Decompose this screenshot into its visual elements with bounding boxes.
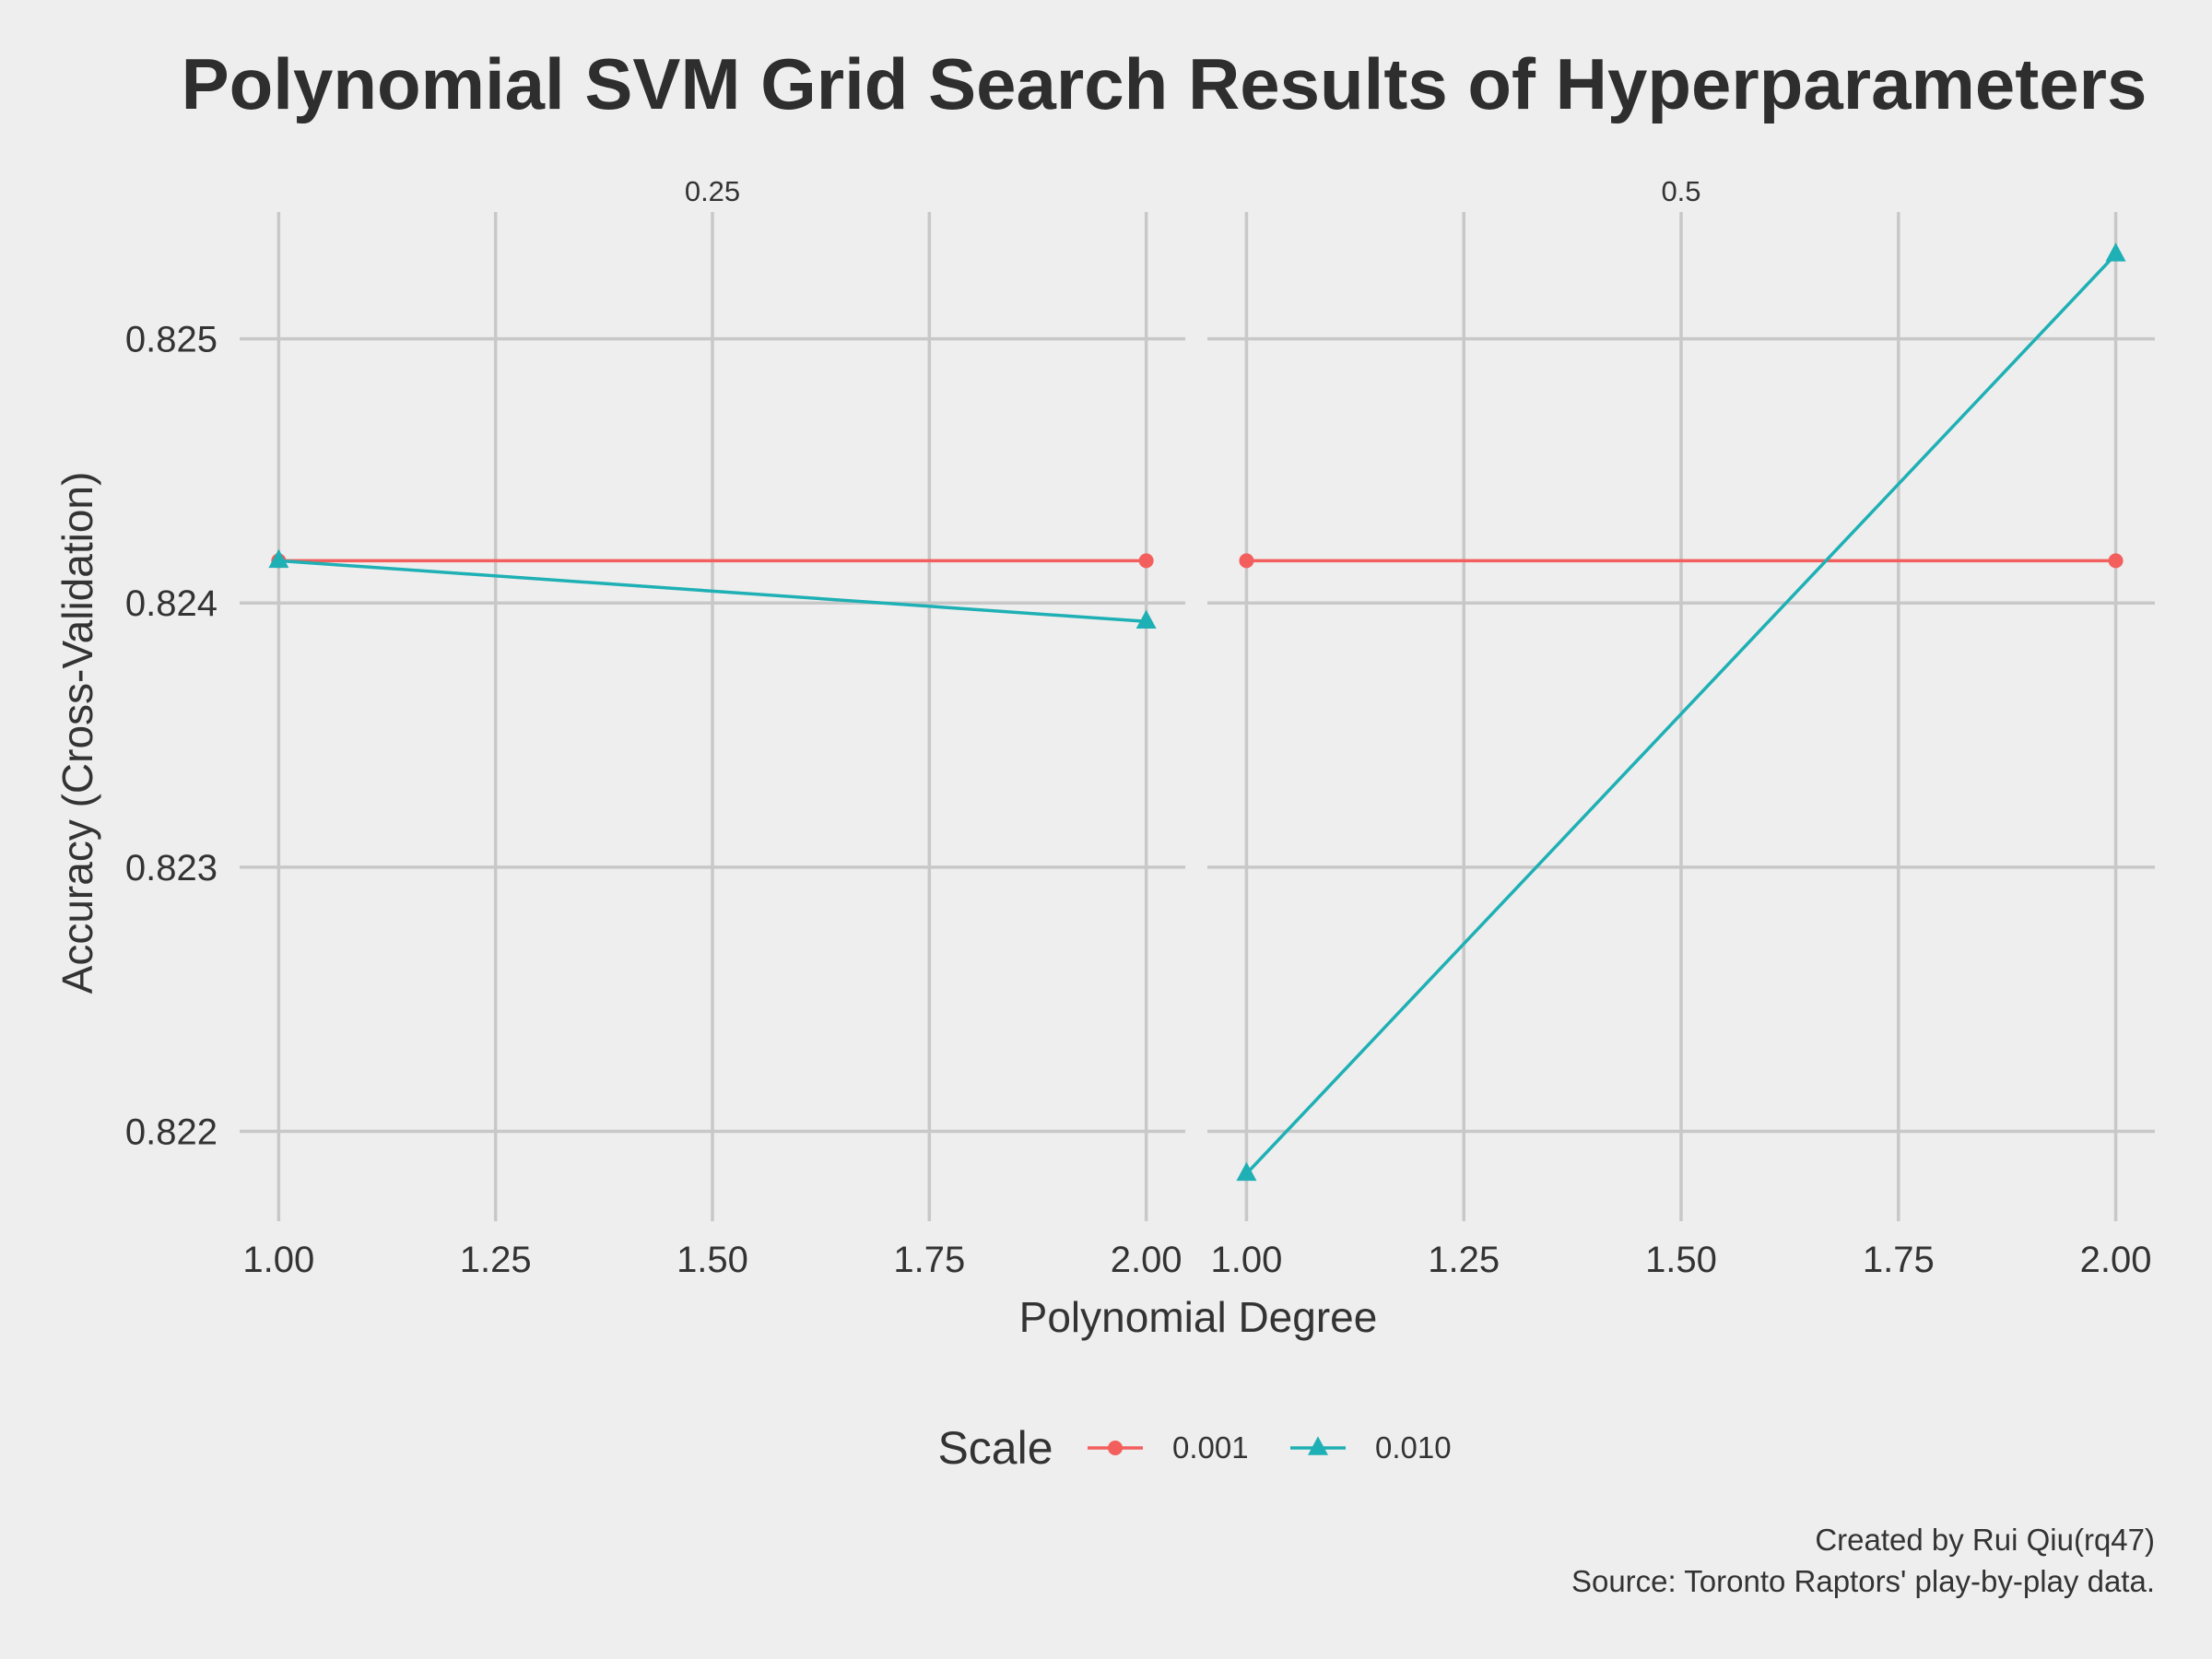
caption-source: Source: Toronto Raptors' play-by-play da…	[1571, 1564, 2155, 1598]
data-point	[2105, 242, 2126, 262]
legend-label: 0.010	[1375, 1430, 1452, 1465]
panel-strip-label: 0.5	[1661, 175, 1700, 207]
y-tick-label: 0.822	[125, 1112, 218, 1153]
panels: 0.25 0.5	[240, 175, 2155, 1221]
data-point	[1239, 553, 1254, 569]
x-axis-ticks: 1.00 1.25 1.50 1.75 2.00 1.00 1.25 1.50 1.75 2.00	[242, 1240, 2151, 1280]
data-point	[268, 548, 289, 569]
caption-credit: Created by Rui Qiu(rq47)	[1815, 1523, 2155, 1557]
legend-key-marker	[1308, 1436, 1328, 1455]
legend-item-0.010: 0.010	[1290, 1430, 1452, 1465]
legend-item-0.001: 0.001	[1088, 1430, 1249, 1465]
x-tick-label: 1.00	[1211, 1240, 1283, 1280]
series-line-0.010	[1245, 253, 2117, 1175]
data-point	[2108, 553, 2124, 569]
legend-label: 0.001	[1172, 1430, 1249, 1465]
x-axis-label: Polynomial Degree	[1019, 1293, 1378, 1341]
panel-strip-label: 0.25	[685, 175, 740, 207]
x-tick-label: 1.75	[1863, 1240, 1935, 1280]
chart-title: Polynomial SVM Grid Search Results of Hy…	[182, 43, 2147, 124]
data-point	[1135, 609, 1157, 629]
data-point	[1236, 1161, 1257, 1182]
x-tick-label: 1.50	[677, 1240, 748, 1280]
y-tick-label: 0.824	[125, 583, 218, 624]
x-tick-label: 1.00	[242, 1240, 314, 1280]
y-axis-ticks: 0.822 0.823 0.824 0.825	[125, 320, 218, 1153]
x-tick-label: 2.00	[1111, 1240, 1182, 1280]
y-axis-label: Accuracy (Cross-Validation)	[53, 472, 101, 994]
x-tick-label: 1.25	[1428, 1240, 1500, 1280]
legend-title: Scale	[937, 1422, 1053, 1474]
x-tick-label: 2.00	[2080, 1240, 2152, 1280]
gridlines	[1207, 212, 2155, 1221]
panel-1: 0.5	[1207, 175, 2155, 1221]
x-tick-label: 1.75	[893, 1240, 965, 1280]
panel-0: 0.25	[240, 175, 1185, 1221]
gridlines	[240, 212, 1185, 1221]
x-tick-label: 1.50	[1645, 1240, 1717, 1280]
data-point	[1138, 553, 1154, 569]
y-tick-label: 0.823	[125, 848, 218, 888]
legend-key-marker	[1108, 1441, 1123, 1455]
legend: Scale 0.001 0.010	[937, 1422, 1451, 1474]
y-tick-label: 0.825	[125, 320, 218, 360]
series-line-0.010	[278, 559, 1147, 624]
x-tick-label: 1.25	[460, 1240, 532, 1280]
